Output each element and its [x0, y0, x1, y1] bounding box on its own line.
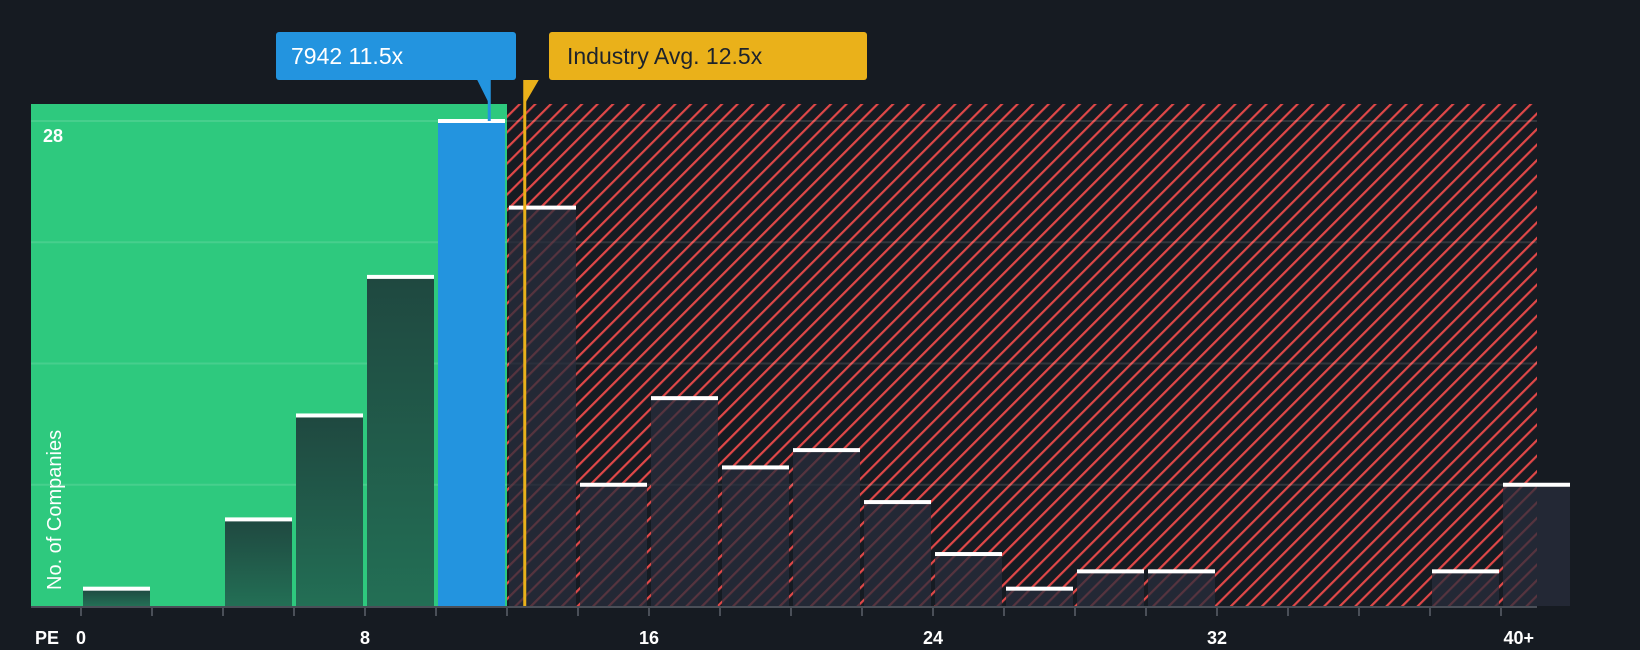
histogram-bar [1006, 588, 1073, 606]
industry-callout-pointer [524, 80, 539, 104]
company-pe-callout: 7942 11.5x [276, 32, 516, 80]
bar-cap [1432, 569, 1499, 574]
bar-cap [793, 448, 860, 453]
bar-cap [1503, 482, 1570, 487]
bar-cap [1077, 569, 1144, 574]
y-max-label: 28 [43, 126, 64, 146]
histogram-bar [793, 450, 860, 606]
x-axis-label: PE [35, 628, 60, 648]
company-callout-pointer [477, 80, 490, 104]
histogram-bar [367, 276, 434, 606]
bar-cap [367, 274, 434, 279]
histogram-bar [1432, 571, 1499, 606]
x-axis [31, 606, 1537, 616]
bar-cap [935, 552, 1002, 557]
x-tick-label: 0 [75, 628, 87, 648]
x-tick-label: 16 [638, 628, 660, 648]
x-tick-label: 24 [922, 628, 944, 648]
histogram-bar [935, 554, 1002, 606]
histogram-bar [1077, 571, 1144, 606]
bar-cap [509, 205, 576, 210]
histogram-bar [296, 415, 363, 606]
bar-cap [438, 119, 505, 123]
histogram-bar [651, 398, 718, 606]
histogram-bar [580, 484, 647, 606]
histogram-bar [83, 588, 150, 606]
bar-cap [296, 413, 363, 418]
histogram-bars [83, 119, 1570, 606]
bar-cap [580, 482, 647, 487]
bar-cap [83, 586, 150, 591]
bar-cap [864, 500, 931, 505]
histogram-bar [1503, 484, 1570, 606]
x-tick-label: 32 [1206, 628, 1228, 648]
bar-cap [651, 396, 718, 401]
histogram-bar [1148, 571, 1215, 606]
markers [477, 80, 539, 606]
bar-cap [1148, 569, 1215, 574]
x-tick-label: 40+ [1503, 628, 1535, 648]
histogram-bar [722, 467, 789, 606]
histogram-bar [438, 121, 505, 606]
bar-cap [722, 465, 789, 470]
bar-cap [1006, 586, 1073, 591]
histogram-bar [509, 207, 576, 606]
x-tick-label: 8 [359, 628, 371, 648]
histogram-bar [225, 519, 292, 606]
industry-avg-callout: Industry Avg. 12.5x [549, 32, 867, 80]
bar-cap [225, 517, 292, 522]
y-axis-label: No. of Companies [44, 429, 66, 590]
histogram-bar [864, 502, 931, 606]
